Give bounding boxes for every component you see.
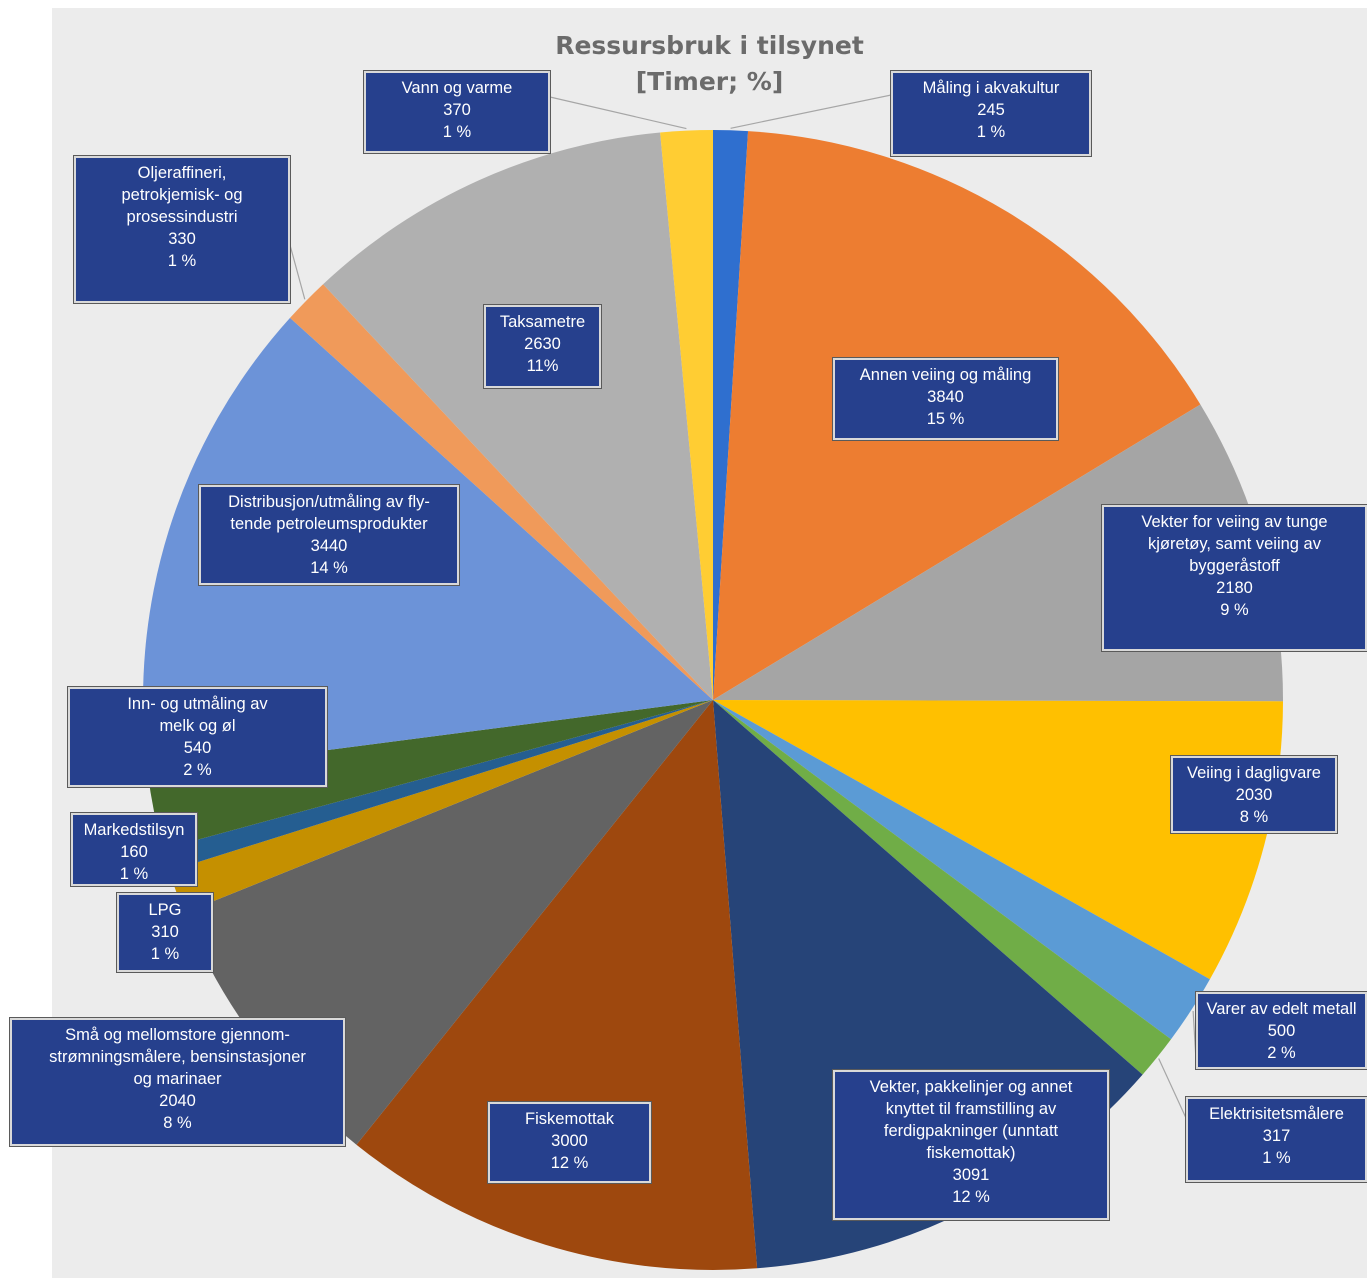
pie-slice-10: [162, 700, 714, 872]
data-label-fiskemottak: Fiskemottak 3000 12 %: [488, 1102, 651, 1183]
pie-slice-7: [356, 700, 758, 1270]
data-label-veiing-i-dagligvare: Veiing i dagligvare 2030 8 %: [1171, 756, 1337, 833]
data-label-maling-i-akvakultur: Måling i akvakultur 245 1 %: [891, 71, 1091, 156]
pie-slice-3: [713, 700, 1283, 980]
data-label-vann-og-varme: Vann og varme 370 1 %: [364, 71, 550, 153]
data-label-lpg: LPG 310 1 %: [117, 893, 213, 972]
pie-slice-9: [169, 700, 714, 913]
leader-line-0: [730, 94, 892, 129]
data-label-vekter-tunge-kjoretoy: Vekter for veiing av tunge kjøretøy, sam…: [1102, 505, 1367, 651]
leader-line-15: [549, 96, 687, 130]
data-label-inn-og-utmaling: Inn- og utmåling av melk og øl 540 2 %: [68, 687, 327, 787]
pie-slice-0: [713, 130, 749, 700]
pie-slice-13: [290, 284, 713, 700]
leader-line-4: [1192, 1010, 1197, 1061]
pie-slice-4: [713, 700, 1210, 1040]
leader-line-5: [1158, 1058, 1187, 1119]
data-label-taksametre: Taksametre 2630 11%: [484, 305, 601, 388]
data-label-markedstilsyn: Markedstilsyn 160 1 %: [71, 813, 197, 886]
data-label-oljeraffineri: Oljeraffineri, petrokjemisk- og prosessi…: [74, 156, 290, 303]
data-label-distribusjon-utmaling: Distribusjon/utmåling av fly- tende petr…: [199, 485, 459, 585]
data-label-vekter-pakkelinjer: Vekter, pakkelinjer og annet knyttet til…: [833, 1070, 1109, 1220]
leader-line-13: [289, 244, 306, 300]
pie-slice-15: [660, 130, 713, 700]
pie-slice-5: [713, 700, 1172, 1075]
data-label-varer-av-edelt-metall: Varer av edelt metall 500 2 %: [1196, 992, 1367, 1069]
pie-slice-11: [147, 700, 713, 850]
data-label-annen-veiing-og-maling: Annen veiing og måling 3840 15 %: [833, 358, 1058, 440]
pie-slice-14: [323, 132, 713, 700]
data-label-sma-og-mellomstore: Små og mellomstore gjennom- strømningsmå…: [10, 1018, 345, 1146]
data-label-elektrisitetsmalere: Elektrisitetsmålere 317 1 %: [1186, 1097, 1367, 1182]
